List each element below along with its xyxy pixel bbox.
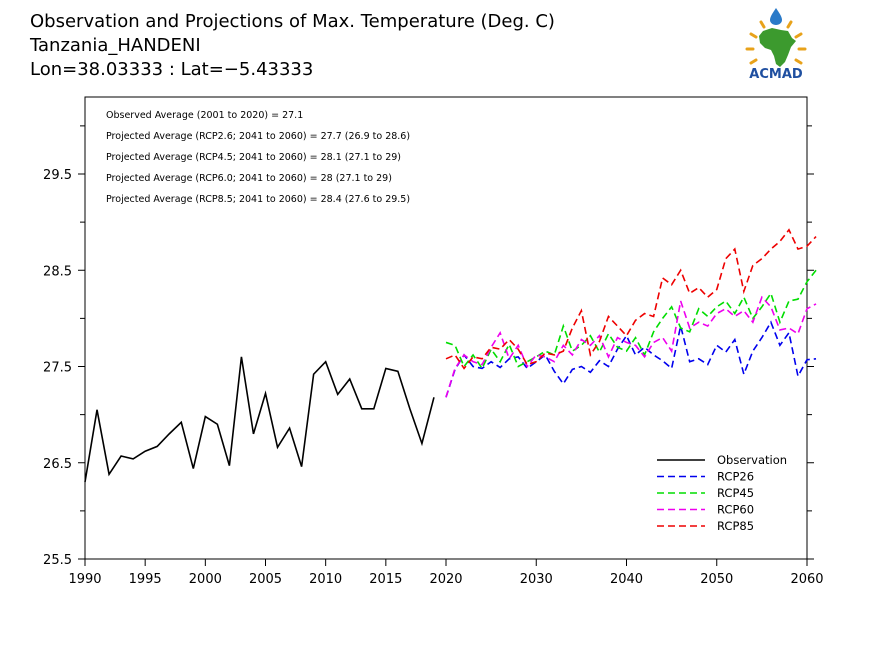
stat-observed: Observed Average (2001 to 2020) = 27.1: [106, 110, 303, 121]
legend-label-rcp45: RCP45: [717, 486, 754, 500]
x-axis: 1990 1995 2000 2005 2010 2015 2020 2030 2040 2050…: [68, 559, 824, 587]
x-tick-label: 1990: [68, 572, 101, 587]
y-tick-label: 27.5: [43, 361, 72, 376]
y-tick-label: 29.5: [43, 168, 72, 183]
legend: Observation RCP26 RCP45 RCP60 RCP85: [657, 453, 787, 533]
stat-rcp45: Projected Average (RCP4.5; 2041 to 2060)…: [106, 152, 401, 163]
legend-label-rcp85: RCP85: [717, 519, 754, 533]
location-name: Tanzania_HANDENI: [29, 35, 201, 56]
legend-label-observation: Observation: [717, 453, 787, 467]
legend-label-rcp26: RCP26: [717, 470, 754, 484]
x-tick-label: 1995: [129, 572, 162, 587]
y-tick-label: 26.5: [43, 457, 72, 472]
chart-title: Observation and Projections of Max. Temp…: [30, 11, 555, 32]
legend-label-rcp60: RCP60: [717, 503, 754, 517]
sun-rays-icon: [745, 15, 807, 65]
series-line-rcp45: [445, 269, 817, 371]
water-drop-icon: [770, 8, 782, 25]
x-tick-label: 2030: [520, 572, 553, 587]
acmad-logo: ACMAD: [745, 8, 807, 82]
series-layer: [84, 228, 817, 483]
location-coords: Lon=38.03333 : Lat=−5.43333: [30, 59, 313, 80]
series-line-rcp26: [445, 320, 817, 398]
x-tick-label: 2040: [610, 572, 643, 587]
stats-block: Observed Average (2001 to 2020) = 27.1 P…: [106, 110, 410, 205]
y-tick-label: 28.5: [43, 264, 72, 279]
stat-rcp26: Projected Average (RCP2.6; 2041 to 2060)…: [106, 131, 410, 142]
x-tick-label: 2020: [429, 572, 462, 587]
stat-rcp60: Projected Average (RCP6.0; 2041 to 2060)…: [106, 173, 392, 184]
logo-label: ACMAD: [749, 67, 803, 82]
x-tick-label: 2005: [249, 572, 282, 587]
y-axis: 25.5 26.5 27.5 28.5 29.5: [43, 125, 814, 568]
africa-map-icon: [759, 28, 796, 67]
x-tick-label: 2015: [369, 572, 402, 587]
x-tick-label: 2010: [309, 572, 342, 587]
series-line-rcp60: [445, 295, 817, 398]
y-tick-label: 25.5: [43, 553, 72, 568]
series-line-observation: [84, 356, 435, 483]
plot-frame: [84, 96, 808, 560]
x-tick-label: 2000: [189, 572, 222, 587]
x-tick-label: 2050: [700, 572, 733, 587]
x-tick-label: 2060: [790, 572, 823, 587]
stat-rcp85: Projected Average (RCP8.5; 2041 to 2060)…: [106, 194, 410, 205]
